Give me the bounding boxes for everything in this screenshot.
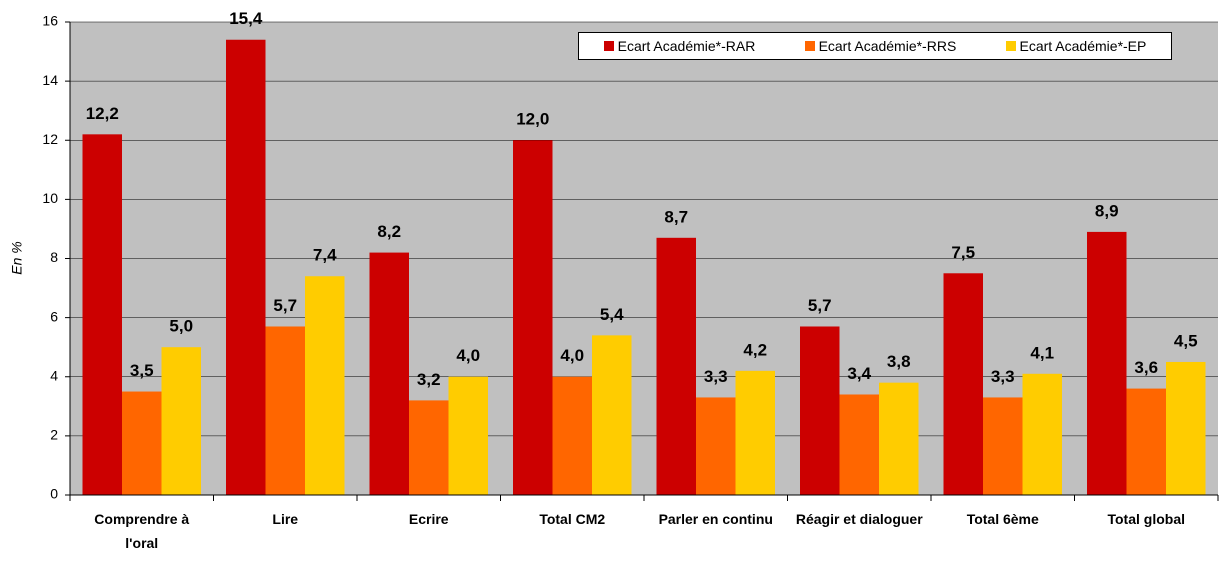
y-tick-label: 2 <box>50 427 58 443</box>
legend-item: Ecart Académie*-RAR <box>603 38 756 54</box>
legend-label: Ecart Académie*-RAR <box>617 38 756 54</box>
x-tick-label: Total CM2 <box>539 511 606 527</box>
bar <box>1087 231 1127 496</box>
y-tick-label: 6 <box>50 308 58 324</box>
bar <box>1022 373 1062 495</box>
value-label: 3,2 <box>417 370 441 389</box>
x-tick-label: Total global <box>1107 511 1185 527</box>
value-label: 3,3 <box>704 367 728 386</box>
x-tick-label: Réagir et dialoguer <box>795 511 923 527</box>
bar <box>943 273 983 495</box>
x-tick-label: Comprendre à l'oral <box>94 511 190 551</box>
value-label: 4,0 <box>560 346 584 365</box>
legend-swatch <box>1005 41 1016 51</box>
value-label: 12,0 <box>516 110 549 129</box>
value-label: 3,6 <box>1134 358 1158 377</box>
bar <box>1166 361 1206 495</box>
bar <box>735 370 775 495</box>
bar <box>161 347 201 495</box>
y-tick-label: 16 <box>42 13 58 29</box>
value-label: 15,4 <box>229 9 263 28</box>
value-label: 5,7 <box>808 296 832 315</box>
legend-swatch <box>603 41 614 51</box>
y-tick-label: 12 <box>42 131 58 147</box>
value-label: 4,5 <box>1174 331 1198 350</box>
bar <box>82 134 122 495</box>
value-label: 8,7 <box>664 207 688 226</box>
y-tick-label: 8 <box>50 249 58 265</box>
value-label: 3,5 <box>130 361 154 380</box>
bar <box>696 397 736 495</box>
bar <box>879 382 919 495</box>
bar <box>265 326 305 495</box>
y-tick-label: 4 <box>50 367 58 383</box>
value-label: 3,4 <box>847 364 871 383</box>
legend-swatch <box>804 41 815 51</box>
bar <box>122 391 162 495</box>
bar <box>305 276 345 495</box>
value-label: 3,3 <box>991 367 1015 386</box>
value-label: 4,0 <box>456 346 480 365</box>
y-tick-label: 10 <box>42 190 58 206</box>
x-tick-label: Parler en continu <box>658 511 773 527</box>
bar <box>1126 388 1166 495</box>
value-label: 12,2 <box>86 104 119 123</box>
bar <box>592 335 632 495</box>
bar <box>839 394 879 495</box>
value-label: 8,9 <box>1095 201 1119 220</box>
legend: Ecart Académie*-RAR Ecart Académie*-RRS Ec… <box>578 32 1172 60</box>
y-tick-label: 0 <box>50 486 58 502</box>
bar <box>552 376 592 495</box>
legend-label: Ecart Académie*-EP <box>1019 38 1147 54</box>
bar <box>656 237 696 495</box>
value-label: 4,2 <box>743 340 767 359</box>
value-label: 7,5 <box>951 243 975 262</box>
bar <box>409 400 449 495</box>
legend-item: Ecart Académie*-RRS <box>804 38 957 54</box>
value-label: 4,1 <box>1030 343 1054 362</box>
y-tick-label: 14 <box>42 72 58 88</box>
x-tick-label: Total 6ème <box>966 511 1039 527</box>
bar <box>800 326 840 495</box>
legend-item: Ecart Académie*-EP <box>1005 38 1147 54</box>
bar <box>513 140 553 495</box>
value-label: 5,0 <box>169 317 193 336</box>
value-label: 7,4 <box>313 246 337 265</box>
bar <box>983 397 1023 495</box>
legend-label: Ecart Académie*-RRS <box>818 38 957 54</box>
y-axis-label: En % <box>9 241 25 274</box>
bar <box>226 39 266 496</box>
value-label: 8,2 <box>377 222 401 241</box>
value-label: 5,7 <box>273 296 297 315</box>
value-label: 5,4 <box>600 305 624 324</box>
bar <box>448 376 488 495</box>
value-label: 3,8 <box>887 352 911 371</box>
bar <box>369 252 409 495</box>
x-tick-label: Lire <box>272 511 299 527</box>
x-tick-label: Ecrire <box>408 511 449 527</box>
